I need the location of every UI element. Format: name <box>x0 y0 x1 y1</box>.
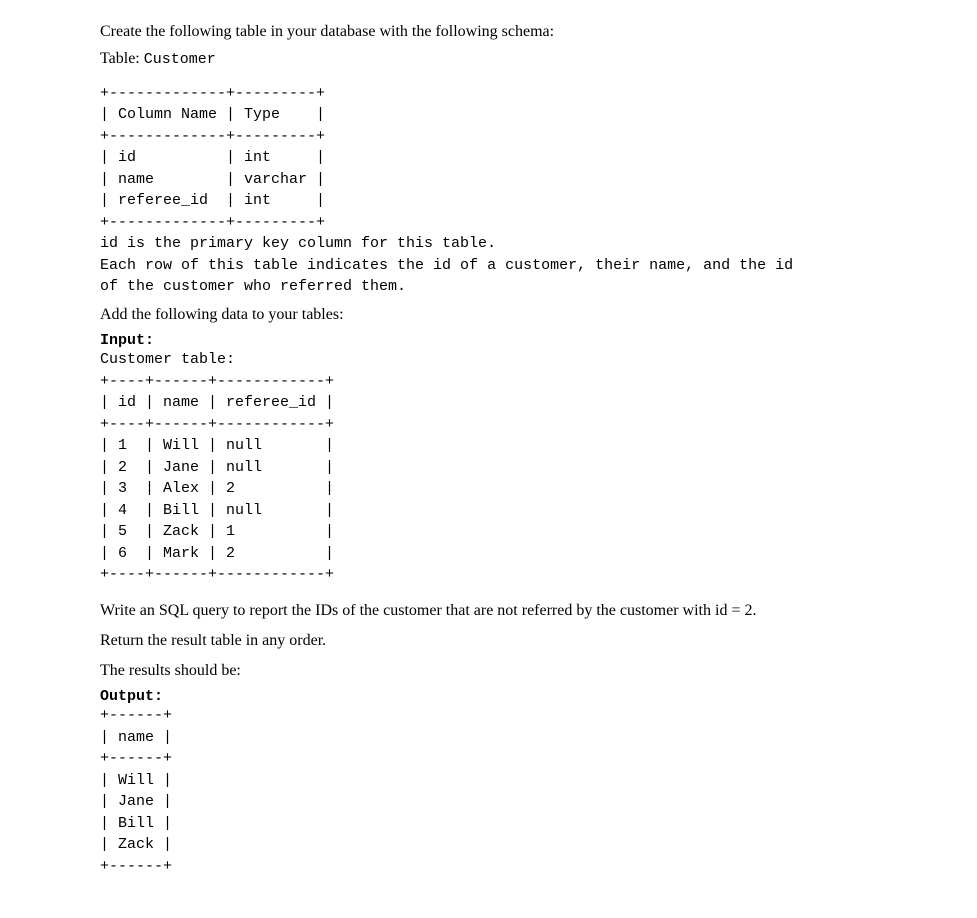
output-border-mid: +------+ <box>100 749 877 769</box>
question-line-2: Return the result table in any order. <box>100 629 877 653</box>
data-heading: Add the following data to your tables: <box>100 303 877 327</box>
document-body: Create the following table in your datab… <box>100 20 877 876</box>
table-name: Customer <box>144 51 216 68</box>
schema-note-2: Each row of this table indicates the id … <box>100 256 877 276</box>
data-border-bot: +----+------+------------+ <box>100 565 877 585</box>
question-line-3: The results should be: <box>100 659 877 683</box>
output-row-1: | Will | <box>100 771 877 791</box>
data-row-3: | 3 | Alex | 2 | <box>100 479 877 499</box>
data-header: | id | name | referee_id | <box>100 393 877 413</box>
output-label: Output: <box>100 687 877 707</box>
table-label-prefix: Table: <box>100 50 144 67</box>
schema-row-id: | id | int | <box>100 148 877 168</box>
schema-border-mid: +-------------+---------+ <box>100 127 877 147</box>
intro-line: Create the following table in your datab… <box>100 20 877 44</box>
data-border-mid: +----+------+------------+ <box>100 415 877 435</box>
schema-border-top: +-------------+---------+ <box>100 84 877 104</box>
data-row-6: | 6 | Mark | 2 | <box>100 544 877 564</box>
data-row-2: | 2 | Jane | null | <box>100 458 877 478</box>
output-row-2: | Jane | <box>100 792 877 812</box>
data-row-5: | 5 | Zack | 1 | <box>100 522 877 542</box>
output-border-top: +------+ <box>100 706 877 726</box>
output-row-3: | Bill | <box>100 814 877 834</box>
input-block: Input: Customer table: +----+------+----… <box>100 331 877 585</box>
data-row-4: | 4 | Bill | null | <box>100 501 877 521</box>
data-border-top: +----+------+------------+ <box>100 372 877 392</box>
output-header: | name | <box>100 728 877 748</box>
schema-note-1: id is the primary key column for this ta… <box>100 234 877 254</box>
schema-border-bot: +-------------+---------+ <box>100 213 877 233</box>
question-line-1: Write an SQL query to report the IDs of … <box>100 599 877 623</box>
table-label-line: Table: Customer <box>100 50 877 70</box>
schema-note-3: of the customer who referred them. <box>100 277 877 297</box>
schema-row-name: | name | varchar | <box>100 170 877 190</box>
customer-table-label: Customer table: <box>100 350 877 370</box>
data-row-1: | 1 | Will | null | <box>100 436 877 456</box>
schema-header: | Column Name | Type | <box>100 105 877 125</box>
schema-row-referee: | referee_id | int | <box>100 191 877 211</box>
output-border-bot: +------+ <box>100 857 877 877</box>
schema-table: +-------------+---------+ | Column Name … <box>100 84 877 297</box>
input-label: Input: <box>100 331 877 351</box>
output-row-4: | Zack | <box>100 835 877 855</box>
output-block: Output: +------+ | name | +------+ | Wil… <box>100 687 877 877</box>
